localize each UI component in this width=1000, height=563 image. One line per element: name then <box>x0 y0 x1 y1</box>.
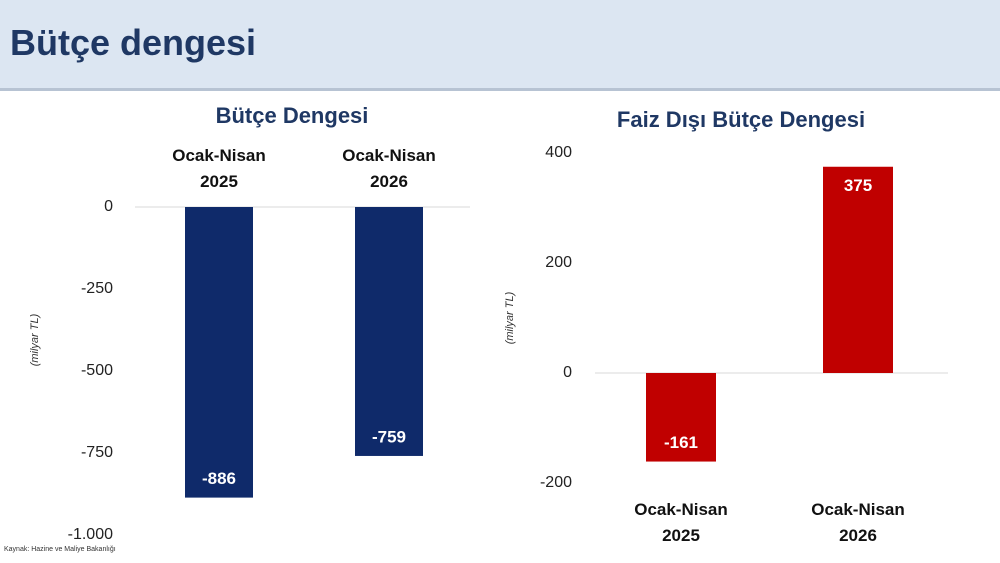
category-label: Ocak-Nisan 2026 <box>342 146 436 191</box>
bar <box>823 166 893 373</box>
header-title: Bütçe dengesi <box>10 22 257 63</box>
y-axis-title: (milyar TL) <box>29 313 41 366</box>
bar <box>646 373 716 462</box>
y-tick-label: -200 <box>540 474 572 491</box>
value-label: -161 <box>664 433 698 452</box>
y-tick-label: -250 <box>81 280 113 297</box>
bar <box>355 207 423 456</box>
y-tick-label: 400 <box>545 144 572 161</box>
category-label: Ocak-Nisan 2025 <box>172 146 266 191</box>
source: Kaynak: Hazine ve Maliye Bakanlığı <box>4 546 116 553</box>
category-label: Ocak-Nisan 2026 <box>811 500 905 545</box>
chart-title: Faiz Dışı Bütçe Dengesi <box>617 107 865 132</box>
y-tick-label: -500 <box>81 362 113 379</box>
category-label: Ocak-Nisan 2025 <box>634 500 728 545</box>
y-tick-label: -1.000 <box>68 526 113 543</box>
y-tick-label: 200 <box>545 254 572 271</box>
y-tick-label: 0 <box>104 198 113 215</box>
bar <box>185 207 253 498</box>
y-tick-label: 0 <box>563 364 572 381</box>
chart-title: Bütçe Dengesi <box>216 103 369 128</box>
value-label: -759 <box>372 427 406 446</box>
value-label: -886 <box>202 469 236 488</box>
value-label: 375 <box>844 176 872 195</box>
y-tick-label: -750 <box>81 444 113 461</box>
header: Bütçe dengesi <box>0 0 1000 91</box>
y-axis-title: (milyar TL) <box>504 291 516 344</box>
